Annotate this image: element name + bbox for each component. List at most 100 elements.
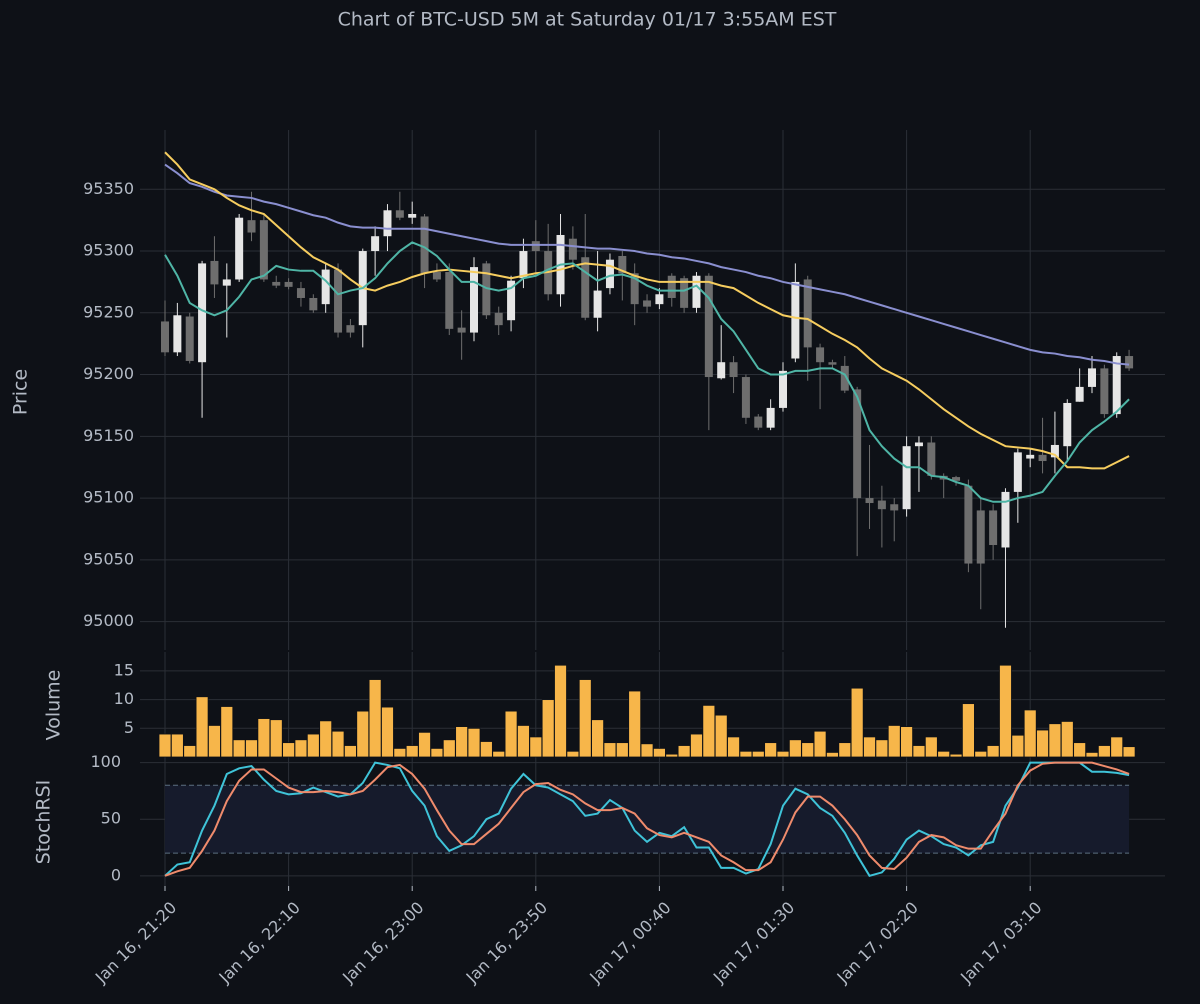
volume-bar (1085, 752, 1099, 758)
volume-bar (331, 730, 345, 758)
volume-bar (356, 710, 370, 758)
volume-bar (1036, 729, 1049, 758)
candle-body (803, 279, 812, 348)
candle-body (840, 365, 849, 391)
candle-body (531, 241, 540, 252)
volume-bar (467, 727, 481, 758)
candle-body (383, 210, 392, 237)
candle-body (952, 477, 961, 481)
volume-bar (974, 750, 988, 758)
moving-average-line (164, 163, 1130, 366)
volume-bar (183, 745, 197, 758)
candle-body (643, 300, 652, 307)
volume-bar (368, 679, 382, 758)
volume-bar (1110, 736, 1124, 758)
candle-body (408, 213, 417, 218)
volume-bar (665, 753, 679, 758)
candle-body (766, 407, 775, 428)
candle-body (865, 498, 874, 504)
volume-bar (195, 696, 209, 758)
volume-bar (653, 747, 666, 758)
x-tick-label: Jan 16, 22:10 (215, 898, 304, 987)
candle-body (309, 297, 318, 311)
candle-body (568, 238, 577, 260)
y-tick-label: 0 (111, 865, 121, 884)
candle-body (1050, 444, 1059, 458)
stoch-line (164, 761, 1130, 877)
volume-bar (924, 736, 938, 758)
volume-bar (900, 726, 913, 758)
candle-body (741, 377, 750, 418)
volume-bar (418, 731, 431, 758)
candle-body (432, 272, 441, 280)
volume-bar (541, 699, 555, 758)
candle-body (680, 278, 689, 308)
candle-body (395, 210, 404, 218)
candle-body (494, 312, 503, 326)
volume-bar (937, 750, 951, 758)
candle-body (470, 267, 478, 333)
candle-body (259, 220, 268, 280)
candle-body (593, 290, 602, 318)
candle-body (1100, 368, 1109, 415)
candle-body (902, 446, 911, 510)
volume-bar (430, 747, 444, 758)
y-tick-label: 95350 (83, 179, 134, 198)
volume-bar (1097, 745, 1111, 758)
y-tick-label: 50 (101, 809, 121, 828)
candle-body (222, 279, 231, 286)
y-tick-label: 95250 (83, 302, 134, 321)
volume-bar (220, 706, 234, 758)
candle-body (853, 389, 862, 499)
candle-body (185, 316, 194, 361)
candle-body (284, 281, 293, 287)
volume-bar (504, 710, 518, 758)
volume-bar (517, 725, 530, 758)
volume-bar (306, 733, 320, 758)
candle-body (1001, 491, 1010, 548)
volume-bar (566, 750, 580, 758)
candle-body (1088, 368, 1096, 387)
candle-body (445, 272, 454, 329)
candle-body (630, 273, 639, 305)
x-tick-label: Jan 16, 23:00 (338, 898, 427, 987)
volume-bar (170, 733, 184, 758)
volume-bar (479, 741, 493, 758)
candle-body (296, 288, 305, 298)
candle-body (1125, 356, 1134, 369)
stoch-line (164, 761, 1130, 877)
candle-body (729, 362, 738, 378)
volume-bar (912, 745, 926, 758)
candle-body (877, 500, 886, 510)
volume-bar (826, 752, 839, 758)
volume-bar (1060, 721, 1074, 758)
x-tick-label: Jan 17, 02:20 (833, 898, 922, 987)
y-axis-label: StochRSI (33, 780, 55, 865)
candle-body (581, 257, 590, 318)
candle-body (519, 251, 528, 279)
volume-bar (492, 750, 506, 758)
volume-bar (381, 706, 394, 758)
volume-bar (788, 739, 802, 758)
candle-body (791, 281, 800, 359)
y-axis-label: Price (10, 369, 32, 415)
candle-body (321, 269, 330, 305)
volume-bar (999, 664, 1012, 758)
volume-bar (776, 750, 790, 758)
volume-bar (628, 690, 642, 758)
candle-body (704, 275, 713, 378)
candle-body (655, 294, 664, 305)
volume-bar (232, 739, 246, 758)
volume-bar (554, 664, 567, 758)
x-tick-label: Jan 17, 00:40 (585, 898, 674, 987)
candle-body (692, 275, 701, 308)
volume-bar (690, 733, 703, 758)
candle-body (779, 370, 787, 408)
y-tick-label: 95150 (83, 426, 134, 445)
volume-bar (615, 742, 629, 758)
candle-body (198, 263, 207, 363)
candle-body (371, 236, 380, 252)
volume-bar (962, 703, 975, 758)
volume-bar (529, 736, 543, 758)
